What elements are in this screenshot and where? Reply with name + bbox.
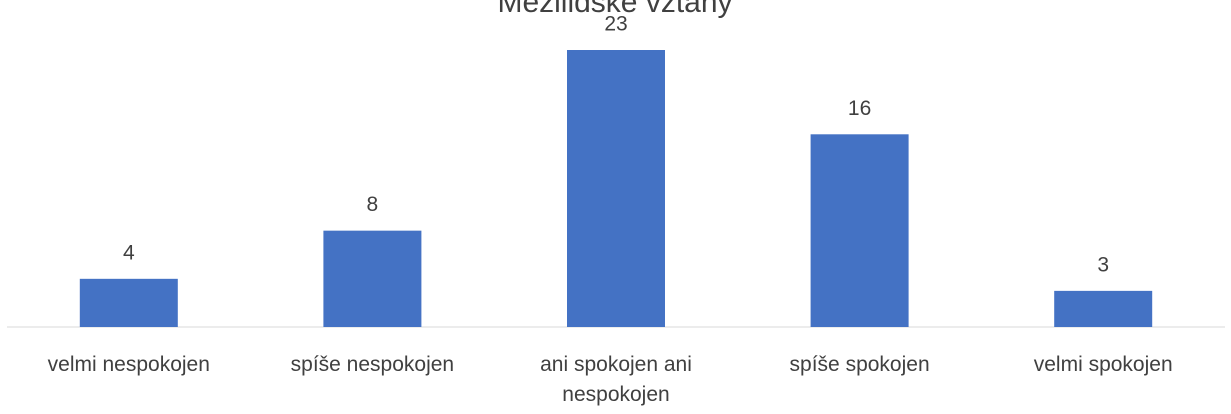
x-tick-label-box: ani spokojen ani nespokojen [540, 353, 692, 406]
data-label: 16 [848, 97, 871, 120]
data-label: 23 [604, 13, 627, 36]
bar [79, 278, 178, 327]
x-tick-label: spíše nespokojen [290, 353, 455, 376]
bar [323, 230, 422, 327]
bar [567, 50, 665, 327]
chart-title: Mezilidské vztahy [497, 0, 732, 19]
x-tick-label: ani spokojen ani nespokojen [540, 353, 692, 406]
x-tick-label-box: velmi spokojen [1033, 353, 1173, 376]
x-tick-label: velmi spokojen [1033, 353, 1173, 376]
x-tick-label-box: spíše nespokojen [290, 353, 455, 376]
x-tick-label-box: spíše spokojen [789, 353, 930, 376]
data-label: 4 [123, 241, 135, 264]
bar [1054, 290, 1153, 327]
x-tick-label: spíše spokojen [789, 353, 930, 376]
x-tick-label-box: velmi nespokojen [47, 353, 210, 376]
x-tick-label: velmi nespokojen [47, 353, 210, 376]
data-label: 8 [367, 193, 379, 216]
data-label: 3 [1097, 253, 1109, 276]
bar [810, 134, 909, 327]
